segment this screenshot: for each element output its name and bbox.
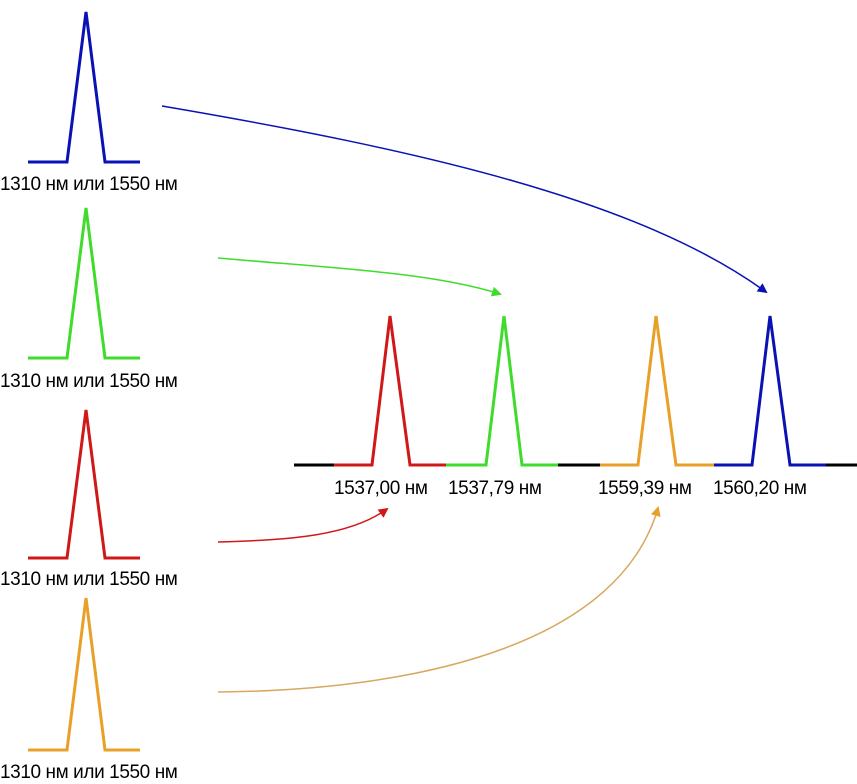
mapping-arrow-red bbox=[217, 507, 389, 543]
output-pulse-blue bbox=[714, 315, 826, 467]
mapping-arrow-orange bbox=[217, 506, 661, 693]
source-label-red: 1310 нм или 1550 нм bbox=[0, 569, 178, 590]
source-label-blue: 1310 нм или 1550 нм bbox=[0, 174, 178, 195]
output-pulse-green bbox=[446, 315, 558, 467]
output-pulse-red bbox=[334, 315, 446, 467]
source-pulse-blue bbox=[28, 11, 140, 164]
output-pulse-orange bbox=[600, 315, 714, 467]
source-pulse-orange bbox=[28, 597, 140, 752]
source-label-orange: 1310 нм или 1550 нм bbox=[0, 762, 178, 783]
output-label-blue: 1560,20 нм bbox=[713, 478, 807, 499]
output-label-green: 1537,79 нм bbox=[448, 478, 542, 499]
output-label-red: 1537,00 нм bbox=[334, 478, 428, 499]
source-pulse-green bbox=[28, 207, 140, 360]
source-pulse-red bbox=[28, 409, 140, 560]
output-label-orange: 1559,39 нм bbox=[598, 478, 692, 499]
source-label-green: 1310 нм или 1550 нм bbox=[0, 371, 178, 392]
mapping-arrow-blue bbox=[161, 105, 768, 294]
mapping-arrow-green bbox=[217, 257, 502, 297]
